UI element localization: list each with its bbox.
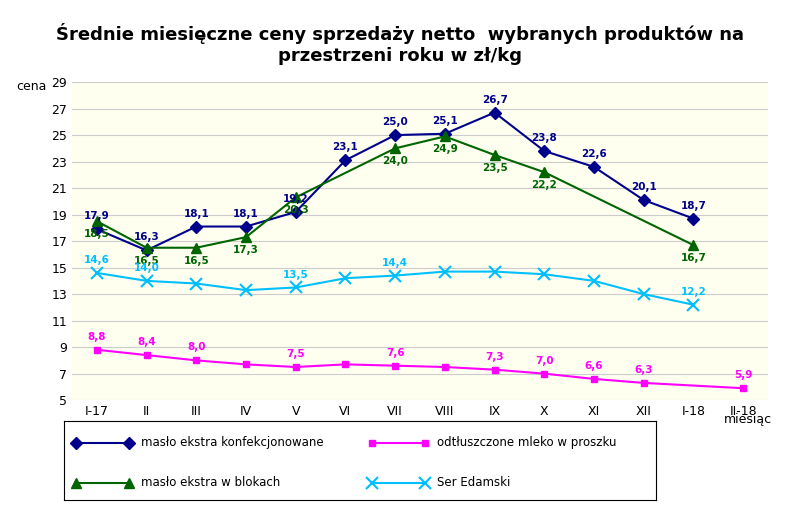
Text: 16,5: 16,5 [183,255,209,266]
Text: odtłuszczone mleko w proszku: odtłuszczone mleko w proszku [437,437,617,449]
Text: 5,9: 5,9 [734,370,752,380]
Text: 8,8: 8,8 [88,332,106,342]
Text: 6,3: 6,3 [634,365,653,375]
Text: 26,7: 26,7 [482,94,507,105]
Text: 16,7: 16,7 [681,253,706,263]
Text: 7,3: 7,3 [486,352,504,362]
Text: 12,2: 12,2 [681,287,706,297]
Text: 14,6: 14,6 [84,255,110,265]
Text: 22,2: 22,2 [531,180,557,190]
Text: cena: cena [16,80,46,92]
Text: 18,1: 18,1 [183,209,209,219]
Text: 23,1: 23,1 [333,142,358,152]
Text: 14,0: 14,0 [134,263,159,273]
Text: 7,6: 7,6 [386,348,405,358]
Text: 8,4: 8,4 [138,337,156,347]
Text: Ser Edamski: Ser Edamski [437,476,510,489]
Text: 20,3: 20,3 [283,205,309,215]
Text: miesiąc: miesiąc [724,413,772,426]
Text: masło ekstra w blokach: masło ekstra w blokach [141,476,280,489]
Text: 18,7: 18,7 [681,201,706,211]
Text: 25,1: 25,1 [432,116,458,126]
Text: 20,1: 20,1 [631,182,657,192]
Text: 7,5: 7,5 [286,349,305,359]
Text: 6,6: 6,6 [585,361,603,371]
Text: masło ekstra konfekcjonowane: masło ekstra konfekcjonowane [141,437,323,449]
Text: 18,5: 18,5 [84,229,110,239]
Text: 22,6: 22,6 [581,149,607,159]
Text: Średnie miesięczne ceny sprzedaży netto  wybranych produktów na
przestrzeni roku: Średnie miesięczne ceny sprzedaży netto … [56,23,744,65]
Text: 23,8: 23,8 [531,133,557,143]
Text: 24,0: 24,0 [382,156,408,166]
Text: 7,0: 7,0 [535,356,554,366]
Text: 16,3: 16,3 [134,232,159,243]
Text: 17,9: 17,9 [84,211,110,221]
Text: 18,1: 18,1 [233,209,259,219]
Text: 14,4: 14,4 [382,258,408,268]
Text: 25,0: 25,0 [382,117,408,127]
Text: 23,5: 23,5 [482,163,507,173]
Text: 8,0: 8,0 [187,343,206,352]
Text: 24,9: 24,9 [432,144,458,154]
Text: 19,2: 19,2 [283,194,309,204]
Text: 13,5: 13,5 [283,269,309,280]
Text: 16,5: 16,5 [134,255,159,266]
Text: 17,3: 17,3 [233,245,259,255]
